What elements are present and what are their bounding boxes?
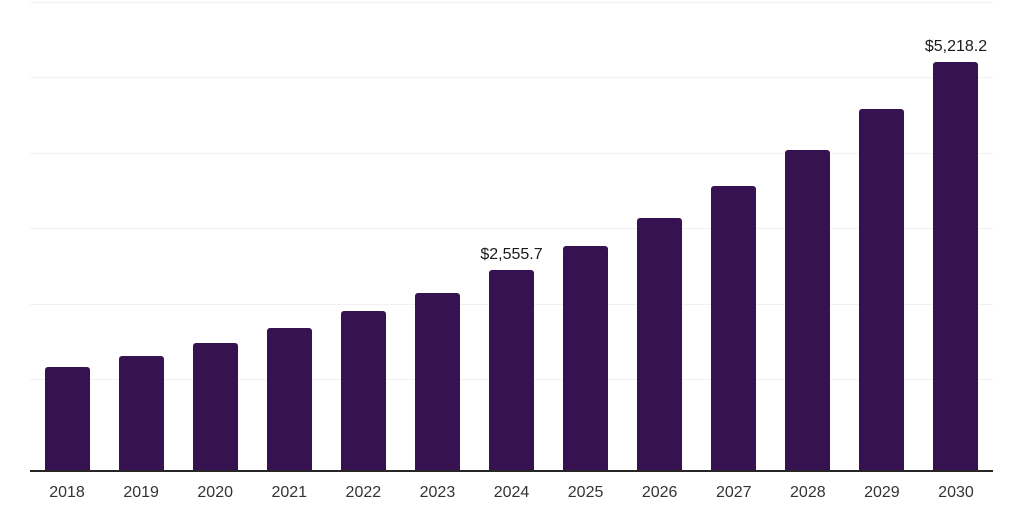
bar-2018[interactable] bbox=[44, 367, 90, 470]
x-axis-line bbox=[30, 470, 993, 472]
x-tick-label: 2020 bbox=[197, 484, 233, 501]
x-tick-label: 2024 bbox=[493, 484, 530, 501]
x-tick-label: 2019 bbox=[123, 484, 159, 501]
bar-slot bbox=[104, 2, 178, 470]
bar-slot: $2,555.7 bbox=[474, 2, 548, 470]
bar-2019[interactable] bbox=[118, 355, 164, 470]
x-axis-labels-row: 2018 2019 2020 2021 2022 2023 2024 2025 2026 2027… bbox=[30, 483, 993, 502]
bar-slot bbox=[549, 2, 623, 470]
bar-2030[interactable] bbox=[933, 61, 979, 470]
plot-area: $2,555.7 $5,218.2 bbox=[30, 2, 993, 470]
x-tick-label: 2029 bbox=[864, 484, 900, 501]
bar-2020[interactable] bbox=[192, 342, 238, 470]
gridline bbox=[30, 228, 993, 229]
bar-value-label: $2,555.7 bbox=[480, 246, 543, 264]
gridline bbox=[30, 2, 993, 3]
x-tick-label: 2027 bbox=[715, 484, 752, 501]
bar-slot bbox=[697, 2, 771, 470]
x-tick-label: 2018 bbox=[49, 484, 85, 501]
bar-2029[interactable] bbox=[859, 109, 905, 470]
x-tick-label: 2028 bbox=[790, 484, 826, 501]
x-tick-label: 2023 bbox=[419, 484, 456, 501]
bar-slot bbox=[30, 2, 104, 470]
bar-slot bbox=[623, 2, 697, 470]
bar-slot bbox=[845, 2, 919, 470]
bar-2026[interactable] bbox=[637, 218, 683, 470]
bar-2028[interactable] bbox=[785, 150, 831, 470]
gridline bbox=[30, 153, 993, 154]
bar-2024[interactable] bbox=[489, 270, 534, 470]
bar-2023[interactable] bbox=[414, 292, 460, 470]
bar-slot bbox=[771, 2, 845, 470]
bar-2021[interactable] bbox=[266, 327, 312, 470]
bar-slot bbox=[178, 2, 252, 470]
bar-2022[interactable] bbox=[340, 310, 386, 470]
x-tick-label: 2030 bbox=[938, 484, 974, 501]
bar-slot bbox=[252, 2, 326, 470]
bar-slot: $5,218.2 bbox=[919, 2, 993, 470]
bar-slot bbox=[400, 2, 474, 470]
bar-value-label: $5,218.2 bbox=[924, 37, 988, 55]
gridline bbox=[30, 77, 993, 78]
bar-2025[interactable] bbox=[563, 245, 609, 470]
x-tick-label: 2026 bbox=[641, 484, 678, 501]
bar-slot bbox=[326, 2, 400, 470]
bars-row: $2,555.7 $5,218.2 bbox=[30, 2, 993, 470]
x-tick-label: 2025 bbox=[567, 484, 604, 501]
x-tick-label: 2021 bbox=[271, 484, 308, 501]
x-tick-label: 2022 bbox=[345, 484, 382, 501]
bar-2027[interactable] bbox=[711, 186, 757, 470]
